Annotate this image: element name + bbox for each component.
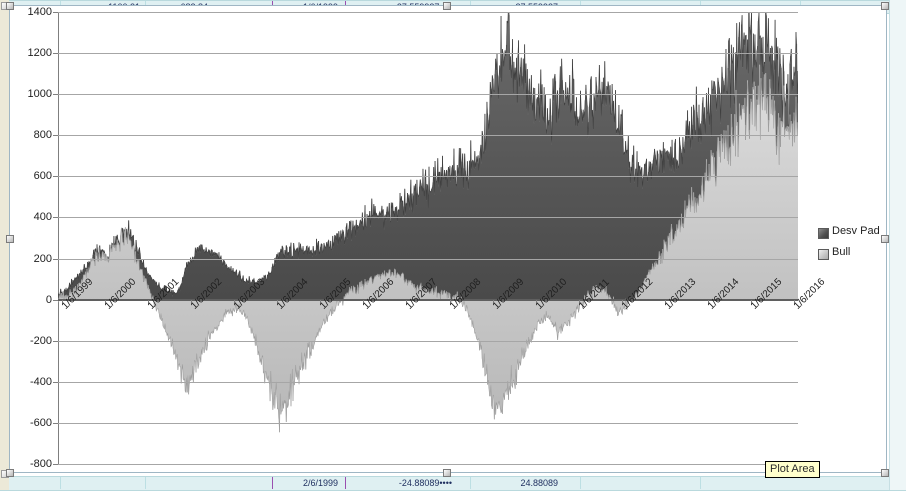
gridline [58,464,798,465]
resize-handle-se[interactable] [881,469,889,477]
resize-handle-sw[interactable] [6,469,14,477]
cell-value[interactable]: 24.88089 [520,478,558,488]
resize-handle-ne[interactable] [881,2,889,10]
resize-handle-s[interactable] [443,469,451,477]
chart-series-canvas [58,12,798,433]
x-axis-tick [148,299,150,305]
gridline [58,53,798,55]
gridline [58,12,798,13]
y-axis-label: 1400 [27,6,52,18]
x-axis-tick [750,299,752,305]
gridline [58,135,798,137]
cell-value[interactable]: 2/6/1999 [302,478,338,488]
y-axis-tick [53,381,58,383]
gridline [58,340,798,342]
x-axis-tick [794,299,795,305]
y-axis-tick [53,258,58,260]
y-axis-label: 0 [45,293,52,306]
y-axis-line [58,12,59,464]
zero-line [58,299,798,301]
x-axis-tick [707,299,709,305]
x-axis-tick [578,299,580,305]
x-axis-tick [191,299,193,305]
legend-label: Desv Pad [832,225,880,237]
x-axis-tick [363,299,365,305]
worksheet-row-bottom[interactable]: 2/6/1999 -24.88089•••• 24.88089 [0,476,906,491]
y-axis-tick [53,53,58,55]
y-axis-tick [53,135,58,137]
resize-handle-w[interactable] [6,235,14,243]
gridline [58,258,798,260]
chart-legend[interactable]: Desv Pad Bull [818,224,888,266]
x-axis-tick [664,299,666,305]
resize-handle-n[interactable] [443,2,451,10]
legend-swatch-icon [818,228,829,239]
x-axis-tick [234,299,236,305]
x-axis-tick [105,299,107,305]
y-axis-tick [53,94,58,96]
cell-value[interactable]: -24.88089•••• [398,478,452,488]
y-axis-label: 200 [33,252,52,265]
gridline [58,422,798,424]
gridline [58,381,798,383]
y-axis-label: -200 [29,334,52,347]
y-axis-label: -400 [29,375,52,388]
y-axis-label: 800 [33,129,52,142]
y-axis-tick [53,340,58,342]
legend-label: Bull [832,246,851,258]
x-axis-tick [320,299,322,305]
plot-area[interactable] [53,12,798,465]
legend-swatch-icon [818,249,829,260]
gridline [58,217,798,219]
x-axis-tick [449,299,451,305]
y-axis-label: 1200 [27,47,52,60]
y-axis-label: -600 [29,416,52,429]
x-axis-tick [621,299,623,305]
legend-item-bull[interactable]: Bull [818,245,888,266]
x-axis-tick [492,299,494,305]
y-axis-label: 1000 [27,88,52,101]
gridline [58,94,798,96]
x-axis-tick [62,299,63,305]
y-axis-tick [53,176,58,178]
plot-area-tooltip: Plot Area [765,461,820,478]
y-axis-label: 600 [33,170,52,183]
y-axis-tick [53,217,58,219]
y-axis-label: -800 [29,458,52,470]
y-axis-tick [53,464,58,465]
y-axis-tick [53,422,58,424]
chart-object[interactable]: 1400 1200 1000 800 600 400 200 0 -200 -400 -600 -80… [6,2,889,477]
y-axis-tick [53,299,58,301]
resize-handle-e[interactable] [881,235,889,243]
worksheet-left-gutter [0,0,9,490]
gridline [58,176,798,178]
x-axis-tick [277,299,279,305]
legend-item-desv-pad[interactable]: Desv Pad [818,224,888,245]
x-axis-tick [535,299,537,305]
worksheet-right-gutter[interactable] [889,0,906,490]
chart-plot-wrapper: 1400 1200 1000 800 600 400 200 0 -200 -400 -600 -80… [10,6,888,474]
x-axis-tick [406,299,408,305]
y-axis-tick [53,12,58,13]
resize-handle-nw[interactable] [6,2,14,10]
y-axis-label: 400 [33,211,52,224]
